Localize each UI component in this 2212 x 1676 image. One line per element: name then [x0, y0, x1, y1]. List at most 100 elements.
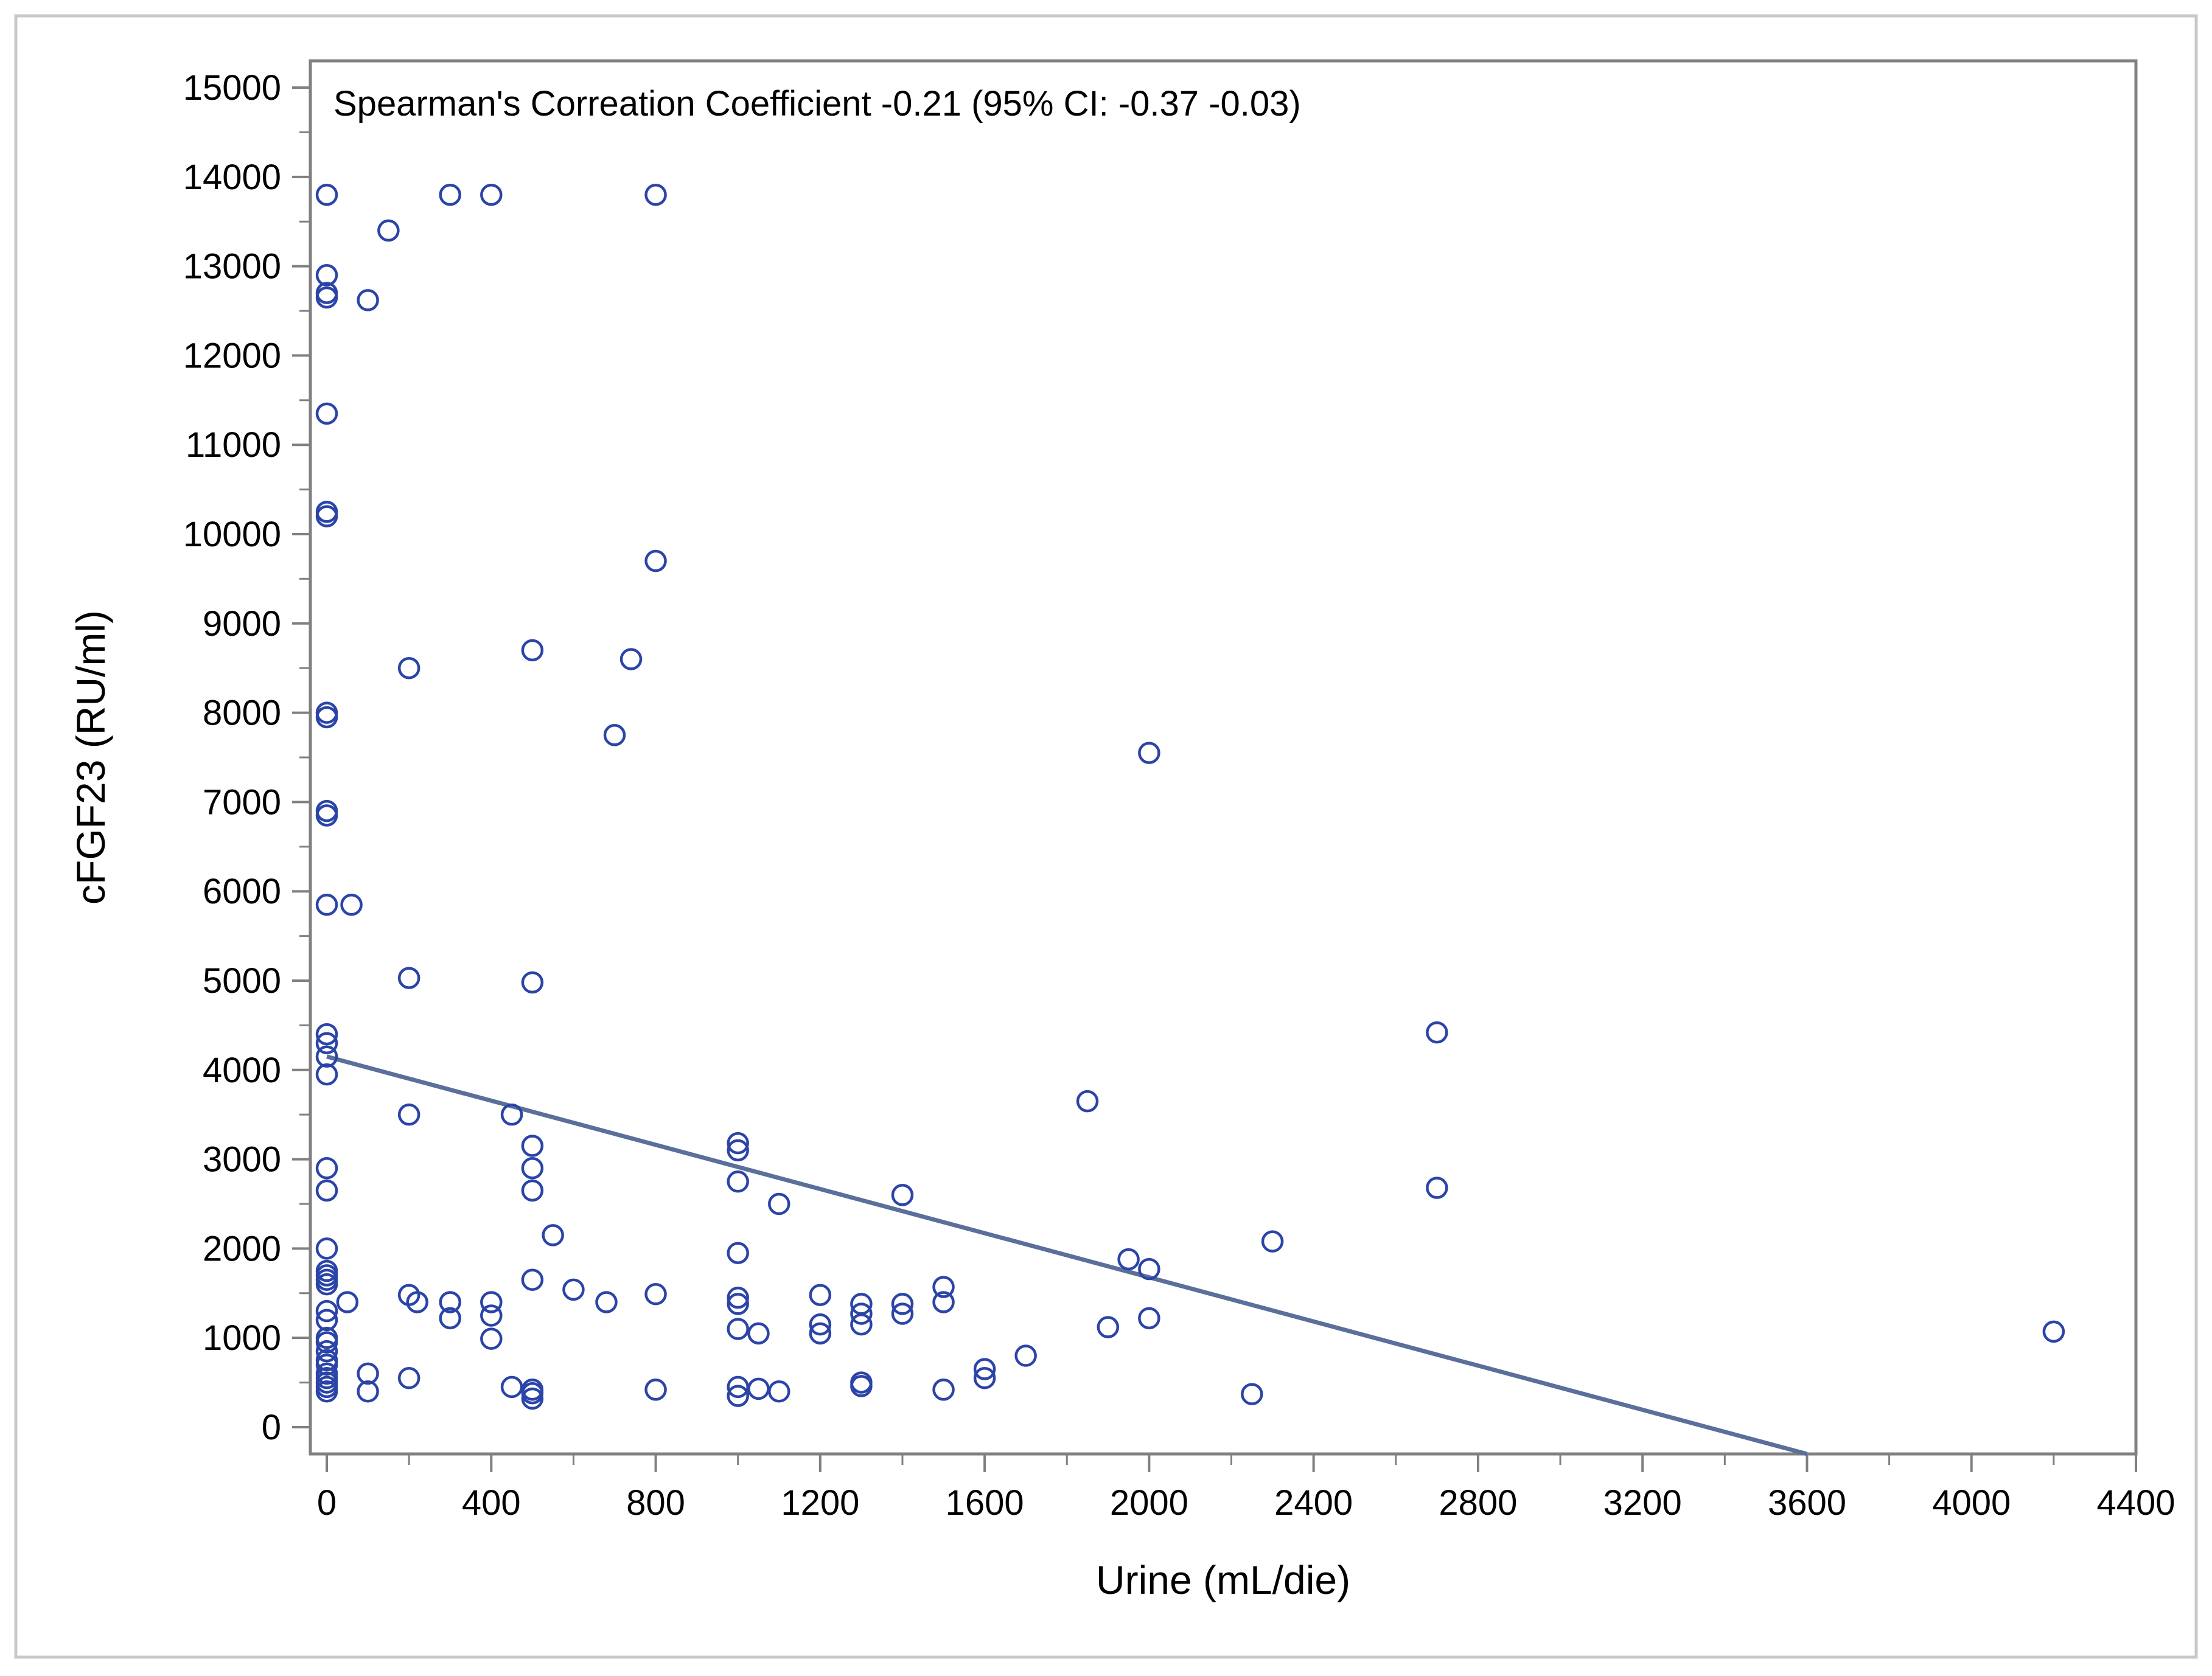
- data-point-33: [500, 1103, 523, 1126]
- data-point-3: [480, 183, 503, 206]
- data-point-67: [727, 1293, 749, 1315]
- data-point-79: [1138, 1307, 1160, 1330]
- data-point-94: [357, 1362, 379, 1385]
- data-point-91: [315, 1353, 338, 1376]
- data-point-36: [727, 1139, 749, 1162]
- data-point-2: [439, 183, 461, 206]
- x-tick-label-2400: 2400: [1274, 1483, 1353, 1523]
- data-point-54: [315, 1273, 338, 1296]
- data-point-27: [315, 1023, 338, 1046]
- y-tick-label-15000: 15000: [183, 68, 281, 108]
- y-axis-title: cFGF23 (RU/ml): [68, 610, 113, 905]
- data-point-76: [315, 1309, 338, 1332]
- data-point-0: [315, 183, 338, 206]
- data-point-37: [315, 1157, 338, 1180]
- data-point-8: [357, 289, 379, 311]
- y-tick-label-13000: 13000: [183, 247, 281, 287]
- data-point-71: [315, 1299, 338, 1323]
- data-point-112: [1241, 1383, 1263, 1405]
- data-point-88: [315, 1340, 338, 1363]
- data-point-73: [480, 1304, 503, 1327]
- data-point-109: [768, 1380, 790, 1403]
- data-point-34: [521, 1135, 544, 1157]
- x-axis-title: Urine (mL/die): [1096, 1557, 1350, 1602]
- y-tick-label-4000: 4000: [203, 1051, 281, 1090]
- data-point-46: [1261, 1230, 1284, 1253]
- data-point-18: [603, 724, 626, 746]
- y-tick-label-3000: 3000: [203, 1140, 281, 1180]
- x-tick-label-2000: 2000: [1110, 1483, 1188, 1523]
- y-tick-label-11000: 11000: [186, 425, 281, 465]
- data-point-97: [973, 1366, 996, 1389]
- data-point-103: [747, 1377, 770, 1400]
- data-point-43: [891, 1184, 914, 1206]
- data-point-12: [644, 549, 667, 572]
- data-point-111: [521, 1382, 544, 1405]
- data-point-108: [644, 1379, 667, 1401]
- data-point-45: [542, 1224, 564, 1247]
- y-tick-label-9000: 9000: [203, 604, 281, 644]
- data-point-110: [932, 1379, 955, 1401]
- data-point-56: [562, 1278, 585, 1301]
- data-point-81: [747, 1322, 770, 1345]
- y-tick-label-5000: 5000: [203, 961, 281, 1001]
- data-point-4: [644, 183, 667, 206]
- x-tick-label-3600: 3600: [1768, 1483, 1846, 1523]
- y-tick-label-14000: 14000: [183, 158, 281, 197]
- data-point-13: [397, 656, 420, 680]
- data-point-30: [315, 1063, 338, 1086]
- data-point-86: [315, 1331, 338, 1354]
- data-point-49: [1117, 1248, 1140, 1271]
- data-point-50: [1138, 1257, 1160, 1281]
- data-points: [315, 183, 2065, 1410]
- regression-line: [326, 1054, 1808, 1456]
- x-tick-label-400: 400: [462, 1483, 521, 1523]
- data-point-48: [727, 1242, 749, 1264]
- x-tick-label-4000: 4000: [1932, 1483, 2011, 1523]
- chart-annotation: Spearman's Correation Coefficient -0.21 …: [333, 84, 1301, 123]
- data-point-114: [727, 1385, 749, 1407]
- data-point-63: [439, 1291, 461, 1313]
- data-point-11: [315, 505, 338, 527]
- data-point-39: [727, 1170, 749, 1193]
- data-point-105: [315, 1380, 338, 1403]
- data-point-38: [521, 1157, 544, 1180]
- data-point-40: [521, 1179, 544, 1202]
- data-point-42: [1426, 1177, 1448, 1199]
- x-tick-label-2800: 2800: [1439, 1483, 1517, 1523]
- y-tick-label-7000: 7000: [203, 782, 281, 822]
- x-tick-label-4400: 4400: [2096, 1483, 2175, 1523]
- data-point-106: [357, 1380, 379, 1403]
- data-point-24: [397, 967, 420, 989]
- data-point-7: [315, 286, 338, 309]
- data-point-101: [500, 1375, 523, 1399]
- data-point-64: [480, 1291, 503, 1313]
- data-point-23: [340, 893, 363, 916]
- data-point-113: [521, 1387, 544, 1410]
- data-point-59: [644, 1282, 667, 1306]
- data-point-57: [932, 1276, 955, 1298]
- data-point-72: [439, 1307, 461, 1330]
- data-point-17: [315, 706, 338, 729]
- data-point-66: [727, 1286, 749, 1309]
- data-point-69: [891, 1293, 914, 1315]
- data-point-80: [727, 1318, 749, 1340]
- data-point-21: [315, 804, 338, 827]
- data-point-55: [521, 1268, 544, 1291]
- data-point-77: [809, 1313, 832, 1336]
- y-tick-label-2000: 2000: [203, 1229, 281, 1268]
- data-point-31: [1076, 1090, 1099, 1113]
- data-point-22: [315, 893, 338, 916]
- data-point-19: [1138, 742, 1160, 764]
- outer-border: [14, 14, 2198, 1659]
- data-point-61: [336, 1291, 359, 1313]
- data-point-62: [406, 1291, 428, 1313]
- data-point-1: [377, 219, 400, 242]
- data-point-9: [315, 402, 338, 425]
- y-axis: 0 1000 2000 3000 4000 5000 6000 7000 8000 9000 100…: [183, 68, 310, 1447]
- data-point-26: [1426, 1021, 1448, 1044]
- x-axis: 0 400 800 1200 1600 2000 2400 2800 3200 3600 4000 4…: [317, 1454, 2175, 1523]
- data-point-78: [850, 1313, 873, 1336]
